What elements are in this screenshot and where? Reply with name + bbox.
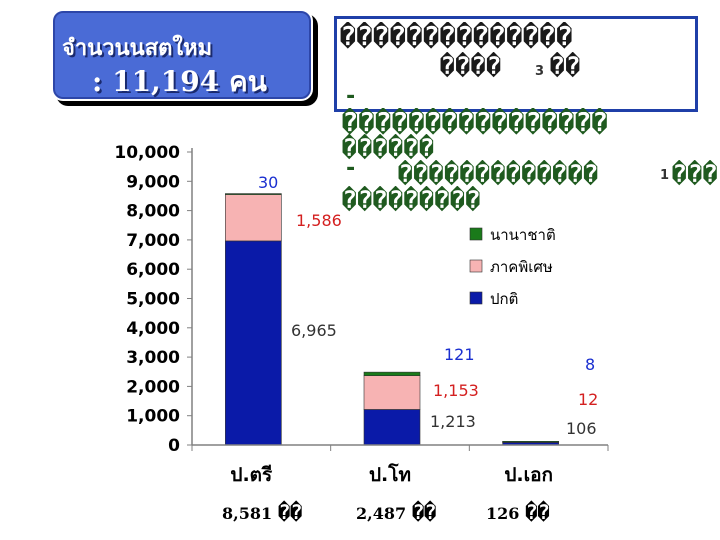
note-line-1: �������������� [340, 22, 574, 52]
y-tick-label: 9,000 [126, 172, 180, 192]
total-doctoral-value: 126 [486, 504, 520, 523]
y-tick-label: 10,000 [114, 143, 180, 163]
legend-label-special: ภาคพิเศษ [490, 258, 553, 276]
note-line-2-digit: 3 [535, 64, 545, 79]
total-bachelor: 8,581 �� [222, 500, 302, 524]
data-label-special-2: 12 [578, 390, 598, 409]
note-line-6b: ������������� [398, 160, 599, 188]
x-category-label: ป.ตรี [230, 464, 273, 486]
data-label-special-0: 1,586 [296, 211, 342, 230]
legend-label-international: นานาชาติ [490, 226, 556, 244]
data-label-normal-1: 1,213 [430, 412, 476, 431]
total-master-suffix: �� [412, 500, 437, 524]
note-line-2b: �� [550, 52, 581, 80]
x-axis: ป.ตรี ป.โท ป.เอก [191, 444, 609, 486]
legend-swatch-international [469, 227, 483, 241]
bar-normal-0 [225, 240, 282, 446]
total-bachelor-value: 8,581 [222, 504, 273, 523]
data-label-normal-2: 106 [566, 419, 597, 438]
bar-international-0 [225, 193, 282, 195]
x-category-label: ป.โท [369, 463, 411, 486]
y-tick-label: 8,000 [126, 202, 180, 222]
y-tick-label: 4,000 [126, 319, 180, 339]
note-line-5: ������ [342, 134, 435, 162]
x-category-label: ป.เอก [504, 464, 553, 486]
bar-international-1 [363, 371, 421, 376]
bar-special-1 [363, 375, 421, 410]
data-label-international-0: 30 [258, 173, 278, 192]
badge-title: จำนวนนสตใหม [62, 35, 213, 61]
note-box [334, 16, 698, 112]
title-badge [51, 9, 313, 101]
legend-swatch-normal [469, 291, 483, 305]
note-line-4: ���������������� [342, 108, 609, 138]
data-label-special-1: 1,153 [433, 381, 479, 400]
total-doctoral: 126 �� [486, 500, 550, 524]
bar-international-2 [502, 441, 559, 443]
y-tick-label: 3,000 [126, 348, 180, 368]
legend-swatch-special [469, 259, 483, 273]
data-label-international-1: 121 [444, 345, 475, 364]
bar-normal-1 [363, 409, 421, 446]
y-tick-label: 7,000 [126, 231, 180, 251]
note-line-6a: - [344, 156, 359, 181]
badge-total: : 11,194 คน [92, 65, 267, 98]
total-master: 2,487 �� [356, 500, 436, 524]
note-line-3: - [344, 84, 359, 109]
total-master-value: 2,487 [356, 504, 407, 523]
note-line-2a: ���� [440, 52, 502, 80]
note-line-6c: ��� [672, 160, 719, 188]
total-doctoral-suffix: �� [525, 500, 550, 524]
legend-label-normal: ปกติ [490, 290, 518, 308]
y-tick-label: 2,000 [126, 377, 180, 397]
data-labels: 6,965 1,586 30 1,213 1,153 121 106 12 8 [258, 173, 598, 438]
bars [225, 193, 559, 446]
note-line-7: ��������� [342, 186, 482, 214]
note-line-6-digit: 1 [660, 168, 670, 183]
data-label-normal-0: 6,965 [291, 321, 337, 340]
y-tick-label: 1,000 [126, 407, 180, 427]
total-bachelor-suffix: �� [278, 500, 303, 524]
data-label-international-2: 8 [585, 355, 595, 374]
y-axis: 0 1,000 2,000 3,000 4,000 5,000 6,000 7,000 8,00… [114, 143, 193, 456]
y-tick-label: 0 [168, 436, 180, 456]
y-tick-label: 6,000 [126, 260, 180, 280]
y-tick-label: 5,000 [126, 290, 180, 310]
bar-special-0 [225, 194, 282, 242]
